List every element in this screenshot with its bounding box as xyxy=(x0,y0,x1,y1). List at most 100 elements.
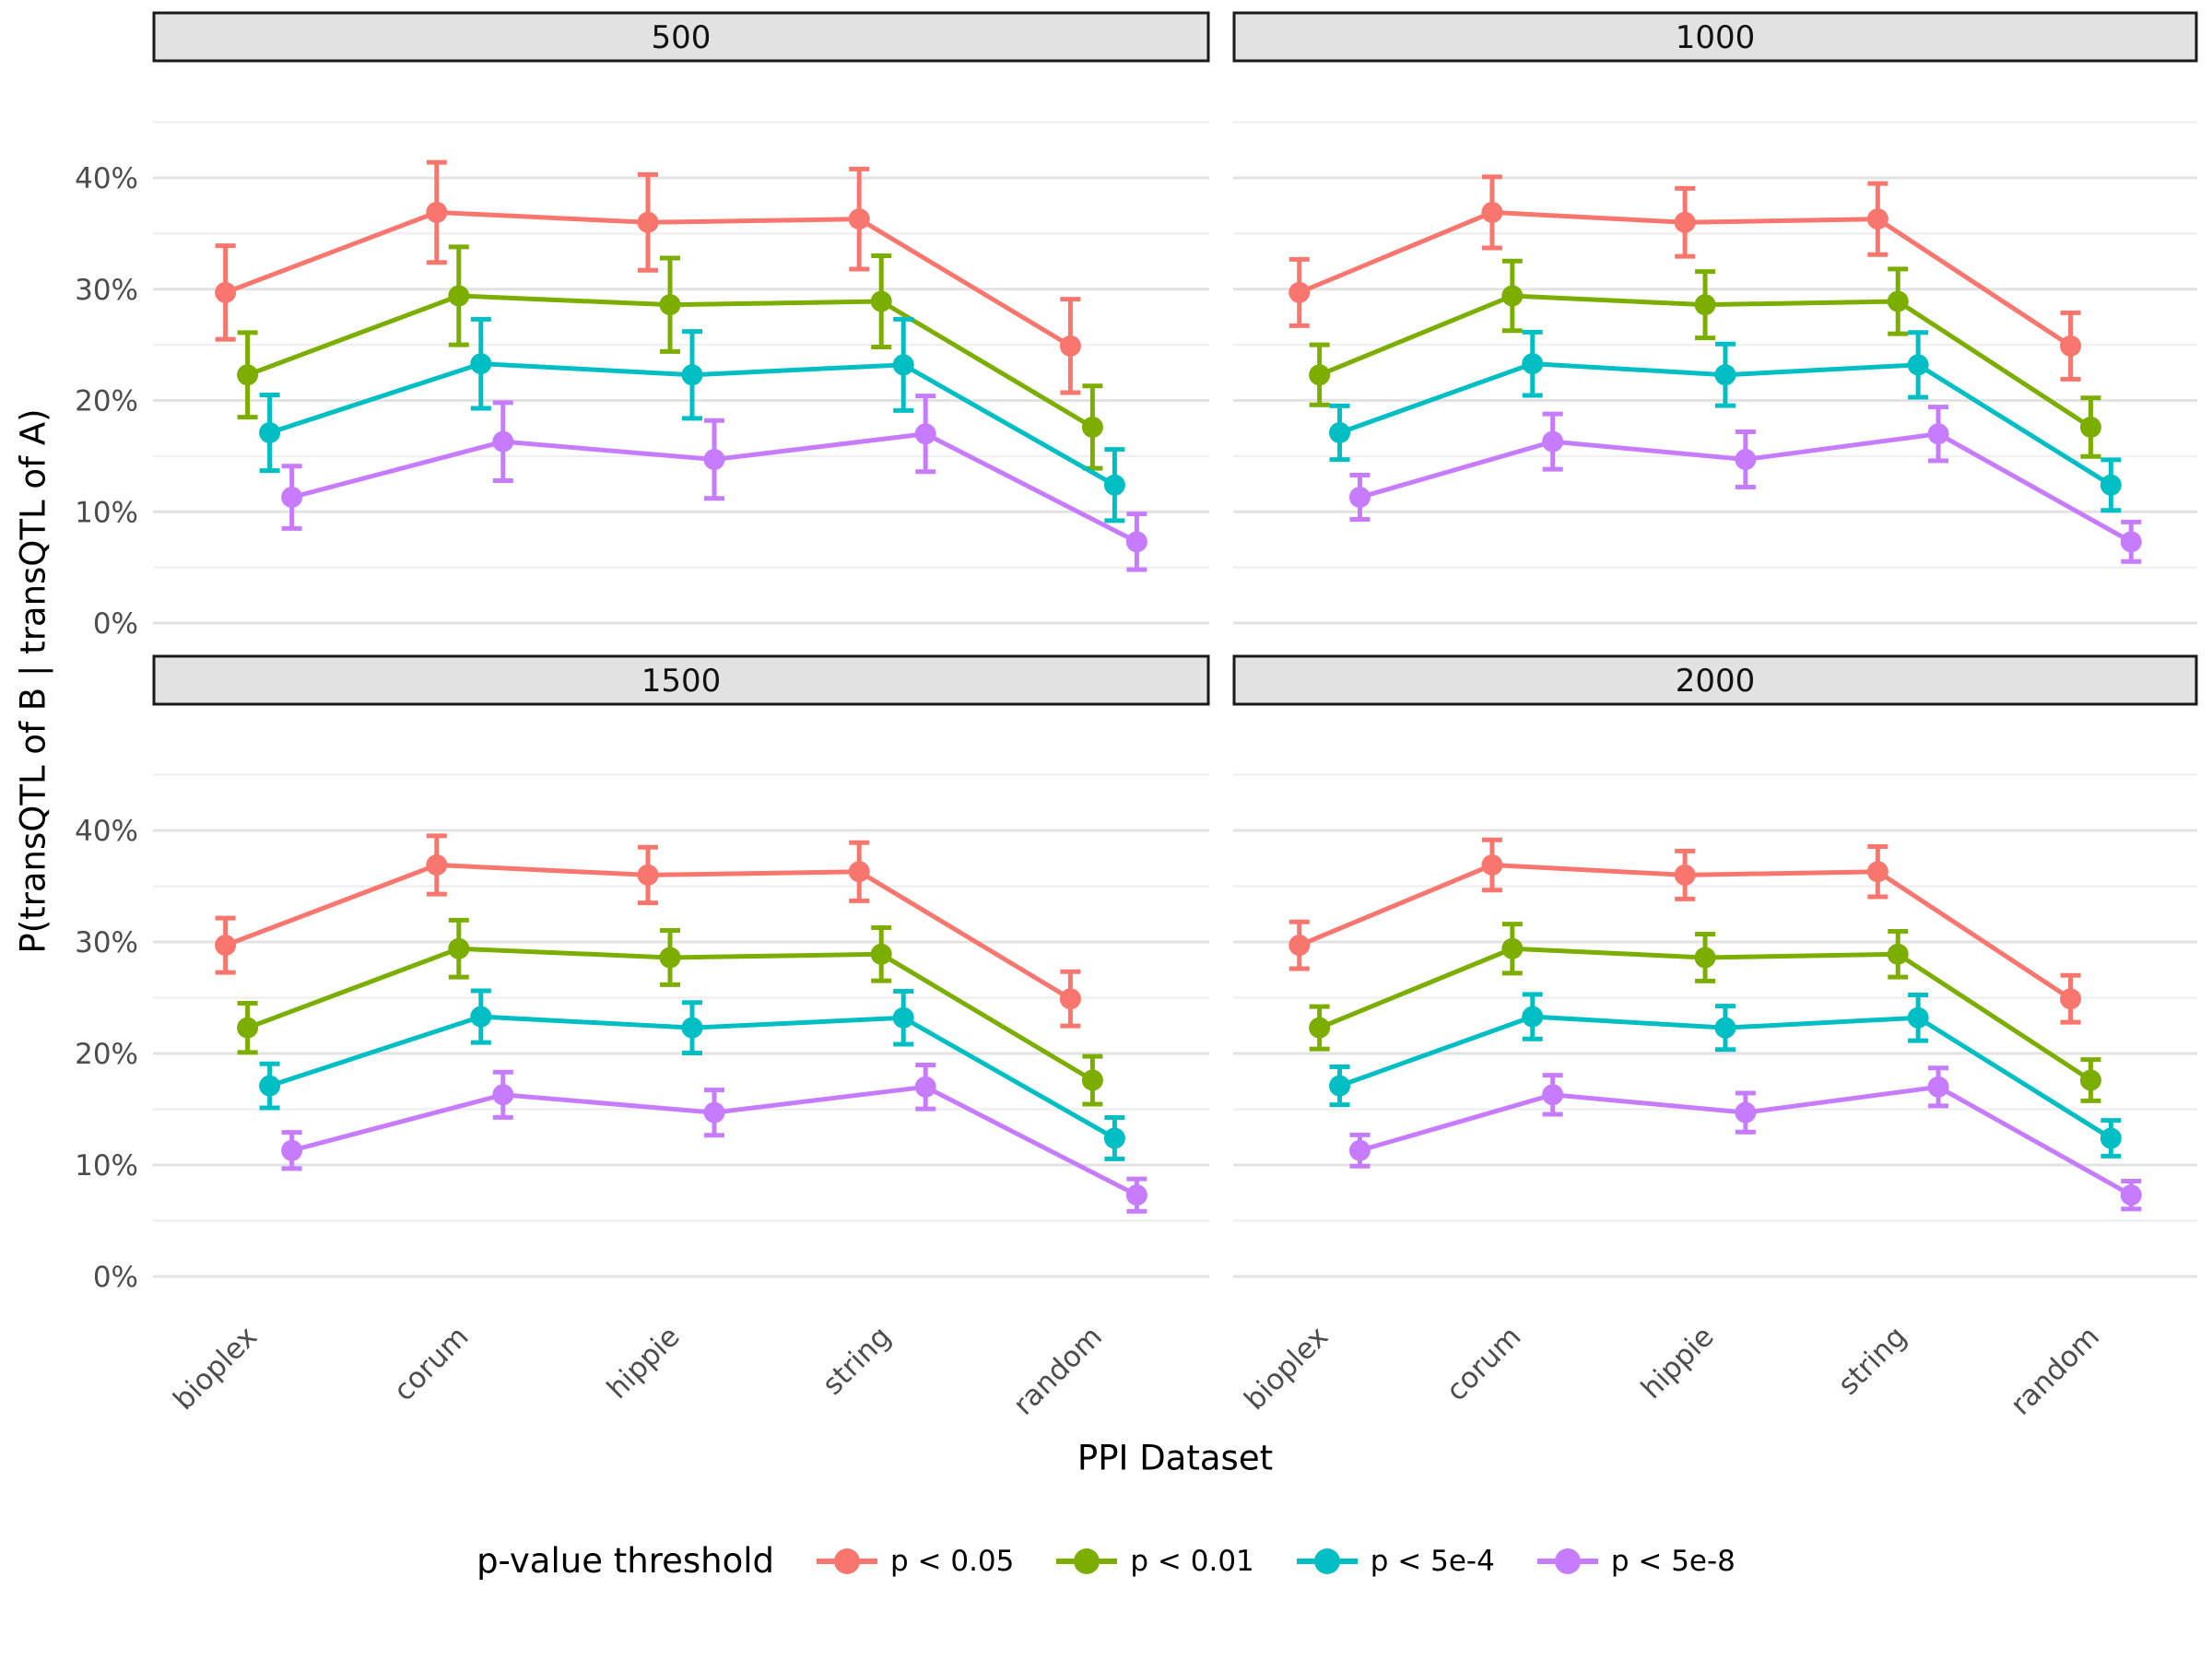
y-tick-label: 20% xyxy=(75,385,138,418)
data-point xyxy=(637,211,659,233)
data-point xyxy=(1329,422,1351,444)
data-point xyxy=(681,364,703,386)
x-tick-label: string xyxy=(816,1320,897,1401)
data-point xyxy=(1309,1017,1331,1039)
data-point xyxy=(1735,1101,1757,1124)
x-tick-label: corum xyxy=(1440,1320,1527,1407)
data-point xyxy=(1714,364,1736,386)
facet-strip xyxy=(1232,11,2198,63)
x-axis-title: PPI Dataset xyxy=(1077,1438,1274,1478)
data-point xyxy=(1481,201,1503,223)
legend-entry: p < 0.05 xyxy=(816,1543,1015,1580)
data-point xyxy=(1103,1127,1125,1149)
data-point xyxy=(448,285,470,307)
data-point xyxy=(848,861,870,883)
data-point xyxy=(1501,285,1524,307)
data-point xyxy=(237,364,259,386)
data-point xyxy=(492,1084,514,1106)
data-point xyxy=(1081,1069,1103,1091)
pointrange-key-icon xyxy=(1296,1547,1358,1574)
data-point xyxy=(914,423,936,445)
y-tick-label: 10% xyxy=(75,1149,138,1182)
legend-entry-label: p < 5e-4 xyxy=(1370,1544,1495,1578)
data-point xyxy=(2120,531,2142,553)
data-point xyxy=(1103,474,1125,496)
data-point xyxy=(703,448,725,470)
data-point xyxy=(1059,988,1081,1010)
data-point xyxy=(281,487,303,509)
facet-strip-label: 2000 xyxy=(1676,663,1756,700)
data-point xyxy=(2120,1184,2142,1206)
data-point xyxy=(1674,864,1696,886)
data-point xyxy=(1887,943,1909,965)
data-point xyxy=(2060,988,2082,1010)
data-point xyxy=(659,947,681,969)
legend-entry-label: p < 0.05 xyxy=(889,1544,1015,1578)
data-point xyxy=(1694,294,1716,316)
facet-strip xyxy=(152,654,1210,706)
y-tick-label: 20% xyxy=(75,1038,138,1071)
data-point xyxy=(1714,1017,1736,1039)
data-point xyxy=(1329,1075,1351,1097)
data-point xyxy=(1348,487,1371,509)
data-point xyxy=(259,422,281,444)
x-tick-label: hippie xyxy=(1635,1320,1721,1406)
data-point xyxy=(2060,335,2082,357)
y-tick-label: 40% xyxy=(75,162,138,195)
data-point xyxy=(259,1075,281,1097)
pointrange-key-icon xyxy=(1056,1547,1118,1574)
data-point xyxy=(1125,531,1147,553)
x-tick-label: string xyxy=(1831,1320,1912,1401)
data-point xyxy=(2079,416,2101,438)
facet-panel-2000: 2000 bioplex corum hippie string random xyxy=(1232,654,2198,1422)
facet-strip-label: 500 xyxy=(652,19,712,56)
x-tick-label: bioplex xyxy=(1238,1320,1335,1417)
data-point xyxy=(703,1101,725,1124)
legend-entry-label: p < 5e-8 xyxy=(1610,1544,1735,1578)
facet-strip-label: 1500 xyxy=(641,663,722,700)
y-tick-label: 0% xyxy=(93,1261,138,1294)
data-point xyxy=(448,937,470,959)
data-point xyxy=(914,1076,936,1098)
pointrange-key-icon xyxy=(1536,1547,1598,1574)
data-point xyxy=(1542,430,1564,453)
data-point xyxy=(1059,335,1081,357)
data-point xyxy=(1735,448,1757,470)
data-point xyxy=(215,935,237,957)
legend-entry: p < 0.01 xyxy=(1056,1543,1254,1580)
data-point xyxy=(1481,854,1503,877)
data-point xyxy=(681,1017,703,1039)
facet-strip xyxy=(152,11,1210,63)
data-point xyxy=(2100,1127,2122,1149)
data-point xyxy=(1288,281,1311,303)
data-point xyxy=(637,864,659,886)
facet-strip-label: 1000 xyxy=(1676,19,1756,56)
data-point xyxy=(1907,354,1929,376)
data-point xyxy=(870,290,892,312)
data-point xyxy=(892,354,914,376)
data-point xyxy=(426,201,448,223)
data-point xyxy=(1081,416,1103,438)
legend-entry: p < 5e-4 xyxy=(1296,1543,1495,1580)
data-point xyxy=(892,1006,914,1029)
data-point xyxy=(1927,423,1949,445)
data-point xyxy=(1674,211,1696,233)
y-tick-label: 10% xyxy=(75,496,138,529)
data-point xyxy=(1907,1006,1929,1029)
data-point xyxy=(426,854,448,877)
data-point xyxy=(1866,861,1888,883)
data-point xyxy=(1501,937,1524,959)
x-tick-label: corum xyxy=(387,1320,475,1407)
y-tick-label: 30% xyxy=(75,926,138,959)
data-point xyxy=(1125,1184,1147,1206)
data-point xyxy=(1309,364,1331,386)
y-tick-label: 40% xyxy=(75,815,138,848)
facet-panel-1500: 1500 0% 10% 20% 30% 40% bioplex corum hippie stri… xyxy=(75,654,1210,1422)
data-point xyxy=(470,1006,492,1028)
data-point xyxy=(1542,1084,1564,1106)
x-tick-label: bioplex xyxy=(167,1320,264,1417)
data-point xyxy=(281,1139,303,1161)
x-tick-label: random xyxy=(2005,1320,2106,1421)
data-point xyxy=(870,943,892,965)
